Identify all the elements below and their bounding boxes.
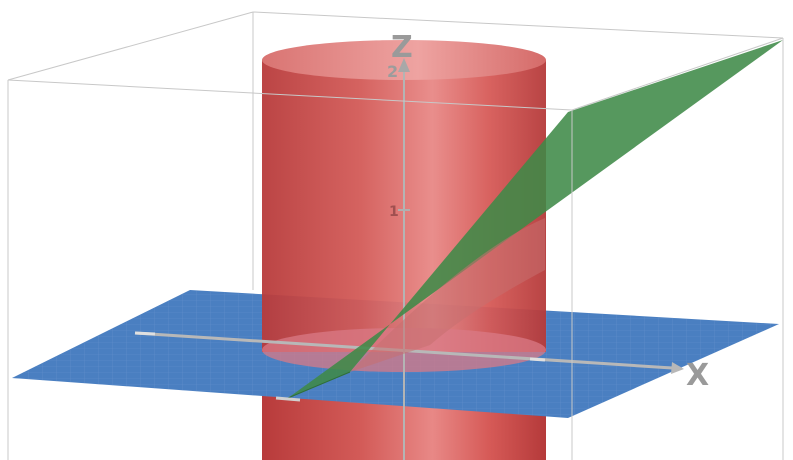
z-axis (398, 58, 410, 460)
x-axis-label: X (686, 358, 709, 393)
z-tick-label-2: 2 (387, 62, 398, 81)
z-axis-label: Z (391, 30, 413, 65)
y-axis (275, 396, 301, 402)
bounding-box-back (7, 11, 784, 290)
z-tick-label-1: 1 (389, 204, 399, 220)
bounding-box-front (7, 37, 784, 460)
slanted-plane (287, 40, 783, 399)
